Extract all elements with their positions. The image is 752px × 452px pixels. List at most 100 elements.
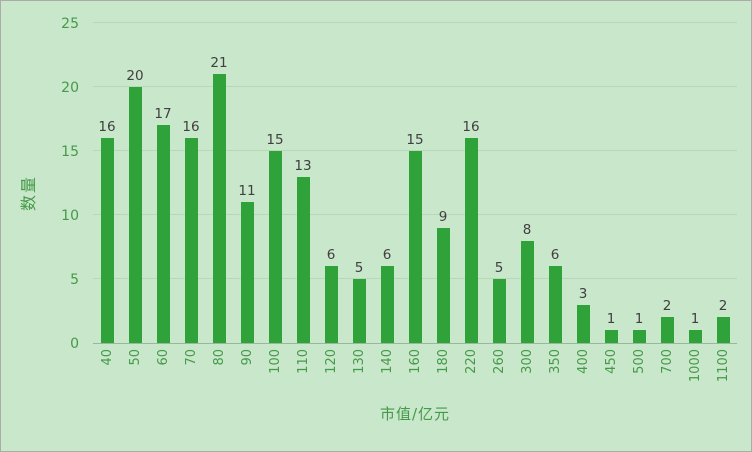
bar-value-label: 2 bbox=[662, 298, 672, 315]
bar-value-label: 5 bbox=[494, 260, 504, 276]
bars: 16 20 17 16 21 11 15 13 6 5 6 15 9 16 5 8 6 3 1 1 2 1 2 bbox=[93, 23, 737, 343]
x-tick-label: 140 bbox=[379, 349, 395, 374]
bar-column: 1 bbox=[625, 23, 653, 343]
bar-column: 2 bbox=[653, 23, 681, 343]
bar-column: 6 bbox=[317, 23, 345, 343]
x-tick: 350 bbox=[541, 349, 569, 397]
bar-value-label: 13 bbox=[294, 157, 312, 174]
bar-value-label: 1 bbox=[634, 311, 644, 328]
bar-value-label: 16 bbox=[462, 119, 480, 136]
x-tick-label: 350 bbox=[547, 349, 563, 374]
bar-value-label: 15 bbox=[266, 132, 284, 148]
x-tick: 90 bbox=[233, 349, 261, 397]
x-tick: 500 bbox=[625, 349, 653, 397]
bar bbox=[716, 317, 730, 343]
bar-value-label: 1 bbox=[606, 311, 616, 328]
bar-column: 20 bbox=[121, 23, 149, 343]
y-tick-label: 10 bbox=[61, 208, 79, 224]
bar bbox=[436, 227, 450, 343]
bar-value-label: 16 bbox=[182, 119, 200, 136]
x-tick-label: 180 bbox=[435, 349, 451, 374]
x-tick: 400 bbox=[569, 349, 597, 397]
x-tick: 700 bbox=[653, 349, 681, 397]
bar-value-label: 3 bbox=[578, 285, 588, 302]
x-tick: 100 bbox=[261, 349, 289, 397]
x-tick-label: 120 bbox=[323, 349, 339, 374]
bar bbox=[156, 125, 170, 343]
bar-column: 6 bbox=[541, 23, 569, 343]
x-tick-label: 160 bbox=[407, 349, 423, 374]
bar-column: 5 bbox=[345, 23, 373, 343]
bar bbox=[604, 330, 618, 343]
bar-column: 16 bbox=[93, 23, 121, 343]
y-tick-label: 25 bbox=[61, 16, 79, 32]
bar bbox=[352, 279, 366, 343]
x-tick-label: 400 bbox=[575, 349, 591, 374]
bar bbox=[212, 74, 226, 343]
x-tick-label: 90 bbox=[239, 349, 255, 366]
x-tick-label: 260 bbox=[491, 349, 507, 374]
bar-column: 17 bbox=[149, 23, 177, 343]
x-tick-label: 700 bbox=[659, 349, 675, 374]
x-tick: 80 bbox=[205, 349, 233, 397]
y-tick-label: 0 bbox=[70, 336, 79, 352]
x-tick: 70 bbox=[177, 349, 205, 397]
bar-value-label: 2 bbox=[718, 298, 728, 315]
x-tick-label: 70 bbox=[183, 349, 199, 366]
gridline bbox=[93, 22, 737, 23]
gridline bbox=[93, 86, 737, 87]
x-tick: 180 bbox=[429, 349, 457, 397]
bar-column: 8 bbox=[513, 23, 541, 343]
bar bbox=[240, 202, 254, 343]
y-tick-label: 20 bbox=[61, 80, 79, 96]
bar bbox=[184, 138, 198, 343]
bar bbox=[632, 330, 646, 343]
bar bbox=[492, 279, 506, 343]
bar-column: 13 bbox=[289, 23, 317, 343]
x-tick-label: 100 bbox=[267, 349, 283, 374]
bar-value-label: 16 bbox=[98, 119, 116, 136]
x-tick-label: 40 bbox=[99, 349, 115, 366]
bar bbox=[520, 240, 534, 343]
bar bbox=[100, 138, 114, 343]
bar-column: 1 bbox=[597, 23, 625, 343]
x-tick: 110 bbox=[289, 349, 317, 397]
x-tick: 130 bbox=[345, 349, 373, 397]
bar-column: 9 bbox=[429, 23, 457, 343]
x-tick: 60 bbox=[149, 349, 177, 397]
bar-value-label: 15 bbox=[406, 132, 424, 148]
bar bbox=[688, 330, 702, 343]
bar bbox=[660, 317, 674, 343]
x-tick: 40 bbox=[93, 349, 121, 397]
x-tick: 1100 bbox=[709, 349, 737, 397]
x-tick: 160 bbox=[401, 349, 429, 397]
x-tick-label: 220 bbox=[463, 349, 479, 374]
bar-value-label: 1 bbox=[690, 311, 700, 328]
bar bbox=[576, 304, 590, 343]
bar bbox=[380, 266, 394, 343]
bar-value-label: 21 bbox=[210, 55, 228, 72]
bar-value-label: 11 bbox=[238, 183, 256, 200]
bar-value-label: 17 bbox=[154, 106, 172, 123]
x-tick: 220 bbox=[457, 349, 485, 397]
gridline bbox=[93, 150, 737, 151]
x-tick: 300 bbox=[513, 349, 541, 397]
bar-value-label: 8 bbox=[522, 221, 532, 238]
x-tick: 450 bbox=[597, 349, 625, 397]
x-tick-label: 1000 bbox=[687, 349, 703, 383]
x-tick: 140 bbox=[373, 349, 401, 397]
bar-value-label: 20 bbox=[126, 68, 144, 84]
x-tick-label: 130 bbox=[351, 349, 367, 374]
x-axis-title: 市值/亿元 bbox=[379, 405, 451, 423]
bar-value-label: 6 bbox=[382, 247, 392, 264]
bar bbox=[296, 176, 310, 343]
bar-value-label: 6 bbox=[326, 247, 336, 264]
x-tick-label: 500 bbox=[631, 349, 647, 374]
x-tick-label: 450 bbox=[603, 349, 619, 374]
bar bbox=[548, 266, 562, 343]
bar-column: 15 bbox=[261, 23, 289, 343]
bar-column: 16 bbox=[457, 23, 485, 343]
bar-column: 15 bbox=[401, 23, 429, 343]
y-tick-label: 15 bbox=[61, 144, 79, 160]
